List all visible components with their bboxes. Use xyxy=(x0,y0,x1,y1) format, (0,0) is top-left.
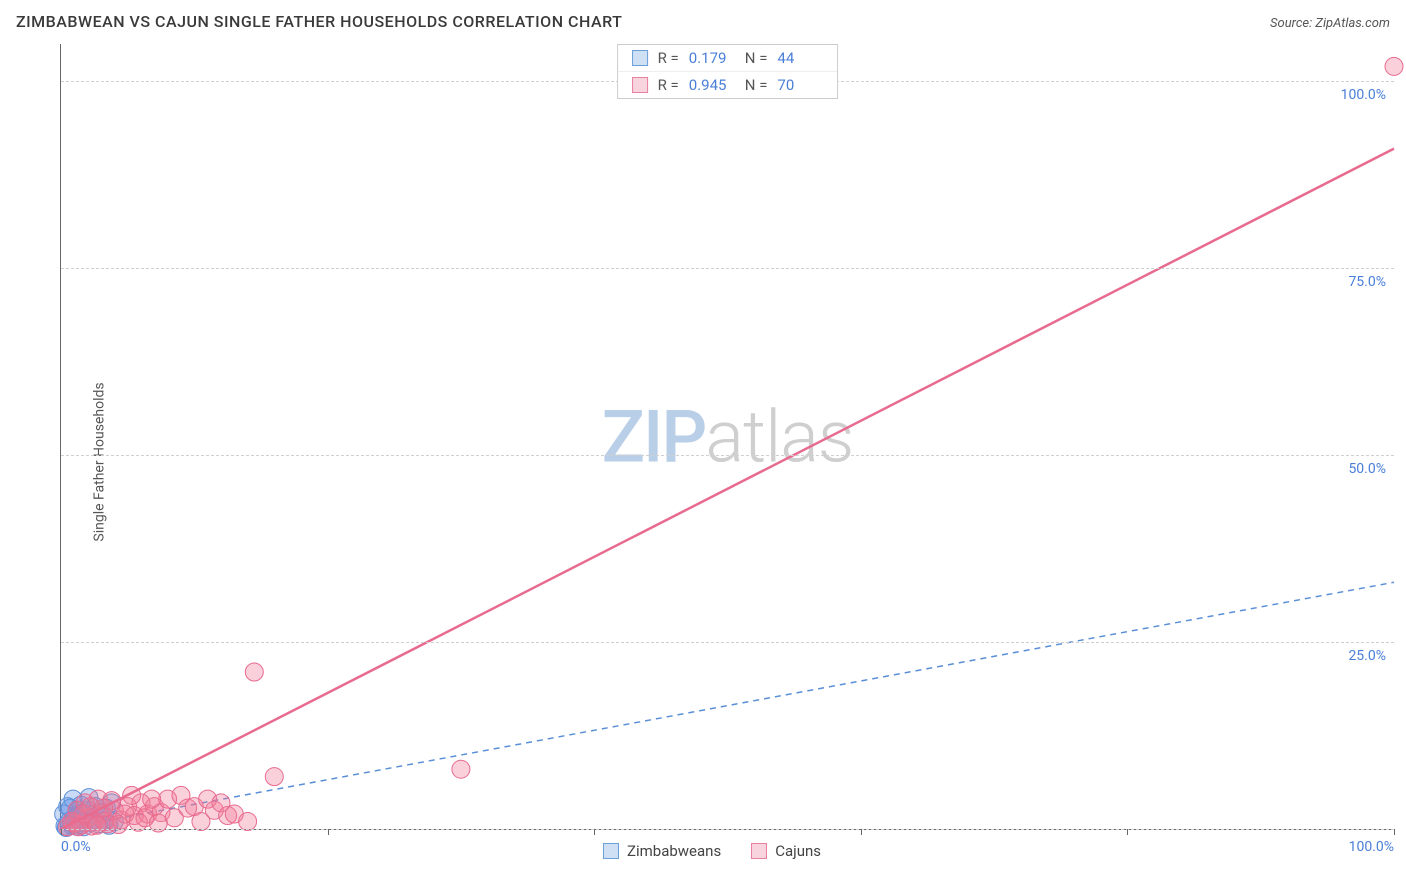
x-tick-label: 100.0% xyxy=(1349,839,1394,855)
data-point xyxy=(452,760,470,778)
gridline xyxy=(61,455,1394,456)
gridline xyxy=(61,268,1394,269)
x-tick xyxy=(328,829,329,835)
legend-swatch xyxy=(751,843,767,859)
scatter-svg xyxy=(61,44,1394,829)
stat-r-value: 0.179 xyxy=(689,49,735,67)
stat-n-value: 44 xyxy=(777,49,823,67)
legend-item: Cajuns xyxy=(751,842,821,860)
x-tick xyxy=(594,829,595,835)
y-tick-label: 50.0% xyxy=(1348,461,1386,477)
x-tick xyxy=(861,829,862,835)
stat-n-label: N = xyxy=(745,49,768,67)
trend-line xyxy=(61,149,1394,829)
legend-item: Zimbabweans xyxy=(603,842,721,860)
legend-label: Cajuns xyxy=(775,842,821,860)
x-tick xyxy=(1394,829,1395,835)
data-point xyxy=(143,790,161,808)
stats-row: R = 0.945 N = 70 xyxy=(618,71,838,98)
chart-title: ZIMBABWEAN VS CAJUN SINGLE FATHER HOUSEH… xyxy=(16,12,622,31)
stat-n-label: N = xyxy=(745,76,768,94)
gridline xyxy=(61,642,1394,643)
data-point xyxy=(245,663,263,681)
plot-area: ZIPatlas R =0.179N =44R =0.945N =70 25.0… xyxy=(60,44,1394,830)
trend-line xyxy=(61,582,1394,829)
data-point xyxy=(265,768,283,786)
x-tick-label: 0.0% xyxy=(61,839,91,855)
legend-swatch xyxy=(632,50,648,66)
stats-row: R = 0.179 N = 44 xyxy=(618,45,838,71)
stat-r-value: 0.945 xyxy=(689,76,735,94)
stat-r-label: R = xyxy=(658,49,679,67)
legend-label: Zimbabweans xyxy=(627,842,721,860)
data-point xyxy=(88,816,106,834)
data-point xyxy=(1385,57,1403,75)
stat-n-value: 70 xyxy=(777,76,823,94)
legend-swatch xyxy=(632,77,648,93)
y-tick-label: 100.0% xyxy=(1341,87,1386,103)
legend-swatch xyxy=(603,843,619,859)
x-tick xyxy=(61,829,62,835)
stat-r-label: R = xyxy=(658,76,679,94)
series-legend: Zimbabweans Cajuns xyxy=(603,842,821,860)
data-point xyxy=(239,813,257,831)
gridline xyxy=(61,829,1394,830)
y-tick-label: 25.0% xyxy=(1348,648,1386,664)
chart-container: Single Father Households ZIPatlas R =0.1… xyxy=(30,44,1394,880)
stats-legend: R = 0.179 N = 44 R = 0.945 N = 70 xyxy=(617,44,839,99)
source-attribution: Source: ZipAtlas.com xyxy=(1270,16,1390,31)
y-tick-label: 75.0% xyxy=(1348,274,1386,290)
x-tick xyxy=(1127,829,1128,835)
